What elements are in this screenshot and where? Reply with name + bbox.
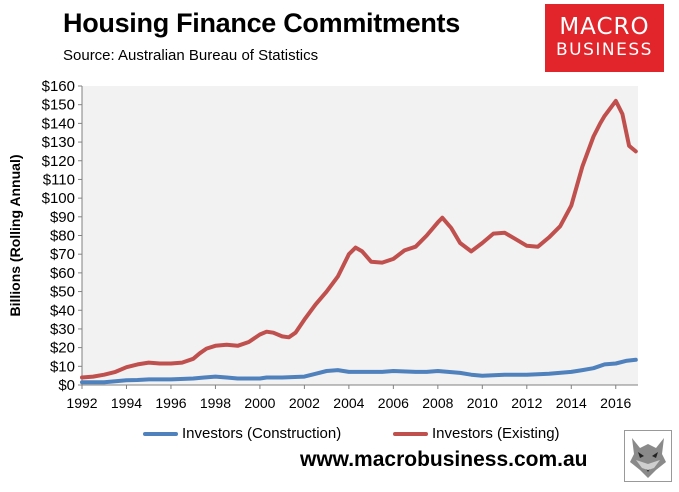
x-tick-label: 2006: [378, 395, 409, 411]
chart-title: Housing Finance Commitments: [63, 8, 460, 38]
y-tick-label: $40: [50, 302, 75, 319]
y-tick-label: $110: [43, 171, 75, 188]
x-tick-label: 2012: [511, 395, 542, 411]
legend-swatch-construction: [143, 431, 178, 436]
x-tick-label: 2008: [422, 395, 453, 411]
y-tick-label: $30: [50, 321, 75, 338]
x-tick-label: 2016: [600, 395, 631, 411]
legend-item-existing: Investors (Existing): [393, 425, 560, 442]
x-tick-label: 2004: [333, 395, 364, 411]
y-tick-label: $120: [42, 153, 75, 170]
chart-subtitle: Source: Australian Bureau of Statistics: [63, 47, 319, 64]
legend: Investors (Construction) Investors (Exis…: [0, 425, 679, 445]
y-tick-label: $70: [50, 246, 75, 263]
x-tick-label: 2010: [467, 395, 498, 411]
x-tick-label: 1998: [200, 395, 231, 411]
legend-swatch-existing: [393, 431, 428, 436]
x-tick-label: 1992: [66, 395, 97, 411]
y-tick-label: $90: [50, 209, 75, 226]
logo-line-1: MACRO: [559, 14, 650, 40]
legend-item-construction: Investors (Construction): [143, 425, 341, 442]
website-link[interactable]: www.macrobusiness.com.au: [300, 448, 588, 471]
line-chart: $0 $10$20 $30 $40$50 $60 $70$80 $90 $100 $110$12…: [7, 78, 638, 411]
series-lines: [80, 98, 638, 385]
legend-label-construction: Investors (Construction): [182, 425, 342, 442]
series-line-construction: [80, 357, 638, 385]
plot-area: [82, 86, 638, 385]
y-tick-label: $20: [50, 340, 75, 357]
x-tick-label: 1994: [111, 395, 142, 411]
series-line-existing: [80, 98, 638, 380]
y-tick-label: $150: [42, 97, 75, 114]
legend-label-existing: Investors (Existing): [432, 425, 560, 442]
y-tick-label: $10: [50, 358, 75, 375]
y-axis: $0 $10$20 $30 $40$50 $60 $70$80 $90 $100 $110$12…: [42, 78, 83, 394]
logo-line-2: BUSINESS: [556, 40, 653, 60]
y-tick-label: $80: [50, 228, 75, 245]
y-tick-label: $130: [42, 134, 75, 151]
x-tick-label: 2000: [244, 395, 275, 411]
x-axis: 1992 1994 1996 1998 2000 2002 2004 2006 2008 2010…: [66, 384, 638, 411]
x-tick-label: 2002: [289, 395, 320, 411]
y-tick-label: $50: [50, 284, 75, 301]
macrobusiness-logo: MACRO BUSINESS: [545, 4, 664, 72]
y-tick-label: $140: [42, 115, 75, 132]
y-tick-label: $160: [42, 78, 75, 95]
x-tick-label: 1996: [155, 395, 186, 411]
y-tick-label: $100: [42, 190, 75, 207]
y-tick-label: $0: [58, 377, 75, 394]
y-tick-label: $60: [50, 265, 75, 282]
x-tick-label: 2014: [556, 395, 587, 411]
wolf-head-icon: [624, 430, 672, 482]
y-axis-label: Billions (Rolling Annual): [7, 154, 23, 316]
